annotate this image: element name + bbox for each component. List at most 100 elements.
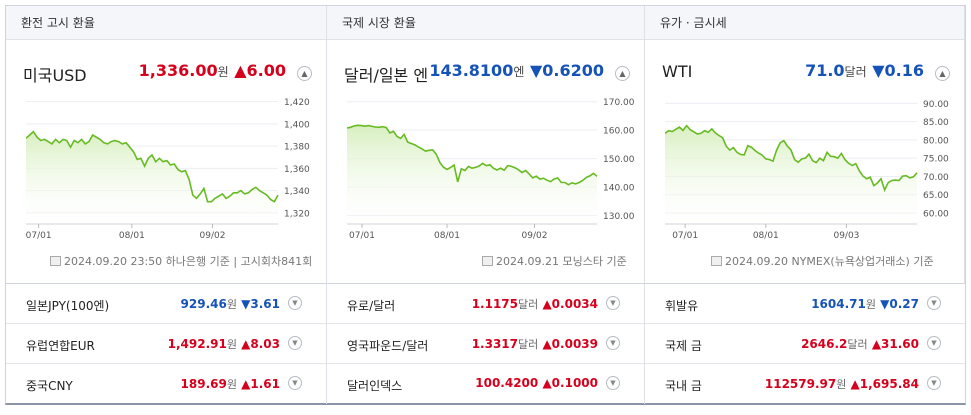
list-item[interactable]: 국내 금 112579.97원 ▲1,695.84 ▼ [645,364,965,404]
change-value: ▲0.0039 [542,337,598,351]
value-number: 1,336.00 [138,61,218,80]
chevron-down-icon[interactable]: ▼ [606,376,620,390]
widget-frame: 환전 고시 환율 미국USD 1,336.00원 ▲6.00 ▲ 1,420 1,… [5,5,966,405]
value-unit: 달러 [844,65,867,79]
change-value: ▼0.27 [880,297,919,311]
item-name: 국내 금 [665,379,702,393]
value-number: 1604.71 [811,297,866,311]
change-value: ▼3.61 [241,297,280,311]
chevron-up-icon[interactable]: ▲ [297,66,312,81]
x-tick-label: 08/01 [434,231,460,241]
chevron-down-icon[interactable]: ▼ [927,296,941,310]
y-tick-label: 90.00 [923,100,949,110]
y-tick-label: 1,340 [284,187,310,197]
y-tick-label: 75.00 [923,155,949,165]
y-tick-label: 160.00 [603,127,635,137]
chevron-down-icon[interactable]: ▼ [288,336,302,350]
y-tick-label: 60.00 [923,210,949,220]
title-row: 미국USD 1,336.00원 ▲6.00 ▲ [6,60,326,85]
y-tick-label: 1,420 [284,98,310,108]
value-unit: 원 [226,338,237,351]
item-name: 일본JPY(100엔) [26,299,110,313]
change-value: ▲6.00 [234,61,286,80]
item-name: 유로/달러 [347,299,396,313]
list-item[interactable]: 중국CNY 189.69원 ▲1.61 ▼ [6,364,326,404]
item-name: 국제 금 [665,339,702,353]
y-tick-label: 1,360 [284,165,310,175]
document-icon [482,256,493,266]
source-text: 2024.09.21 모닝스타 기준 [496,255,627,268]
exchange-list: 일본JPY(100엔) 929.46원 ▼3.61 ▼ 유럽연합EUR 1,49… [6,283,327,404]
value-unit: 엔 [513,65,525,79]
item-value: 2646.2달러 ▲31.60 [801,336,919,352]
value-number: 71.0 [805,61,845,80]
change-value: ▲1,695.84 [850,377,919,391]
line-chart: 170.00 160.00 150.00 140.00 130.00 07/01 08/01… [347,98,635,241]
change-value: ▼0.16 [872,61,924,80]
value-number: 1.3317 [471,337,519,351]
x-tick-label: 08/01 [119,231,145,241]
change-value: ▼0.6200 [529,61,604,80]
panel-header[interactable]: 환전 고시 환율 [6,6,326,40]
current-value: 143.8100엔 ▼0.6200 [429,61,604,80]
y-tick-label: 80.00 [923,136,949,146]
currency-name: 달러/일본 엔 [344,66,429,85]
chevron-down-icon[interactable]: ▼ [288,296,302,310]
list-item[interactable]: 유럽연합EUR 1,492.91원 ▲8.03 ▼ [6,324,326,364]
list-item[interactable]: 달러인덱스 100.4200 ▲0.1000 ▼ [327,364,644,404]
value-unit: 달러 [847,338,868,351]
value-number: 112579.97 [764,377,837,391]
item-name: 휘발유 [665,299,699,313]
change-value: ▲8.03 [241,337,280,351]
intl-exchange-list: 유로/달러 1.1175달러 ▲0.0034 ▼ 영국파운드/달러 1.3317… [327,283,645,404]
y-tick-label: 1,320 [284,209,310,219]
x-tick-label: 07/01 [26,231,52,241]
item-value: 1,492.91원 ▲8.03 [168,336,280,352]
chevron-down-icon[interactable]: ▼ [288,376,302,390]
list-item[interactable]: 유로/달러 1.1175달러 ▲0.0034 ▼ [327,284,644,324]
y-tick-label: 65.00 [923,191,949,201]
item-name: 영국파운드/달러 [347,339,429,353]
list-item[interactable]: 휘발유 1604.71원 ▼0.27 ▼ [645,284,965,324]
chevron-down-icon[interactable]: ▼ [927,336,941,350]
area-fill [665,125,917,224]
source-text: 2024.09.20 NYMEX(뉴욕상업거래소) 기준 [725,255,934,268]
item-value: 1.1175달러 ▲0.0034 [472,296,598,312]
panel-header[interactable]: 유가 · 금시세 [645,6,964,40]
source-info: 2024.09.20 NYMEX(뉴욕상업거래소) 기준 [711,253,934,269]
source-text: 2024.09.20 23:50 하나은행 기준 | 고시회차841회 [64,255,313,268]
list-item[interactable]: 영국파운드/달러 1.3317달러 ▲0.0039 ▼ [327,324,644,364]
item-name: 달러인덱스 [347,379,403,393]
change-value: ▲31.60 [871,337,919,351]
y-tick-label: 1,380 [284,143,310,153]
y-tick-label: 150.00 [603,155,635,165]
series-line [26,130,279,203]
panel-exchange: 환전 고시 환율 미국USD 1,336.00원 ▲6.00 ▲ 1,420 1,… [6,6,327,283]
x-tick-label: 09/03 [833,231,859,241]
source-info: 2024.09.21 모닝스타 기준 [482,253,627,269]
x-tick-label: 07/01 [672,231,698,241]
value-unit: 원 [836,378,847,391]
list-item[interactable]: 일본JPY(100엔) 929.46원 ▼3.61 ▼ [6,284,326,324]
item-value: 1604.71원 ▼0.27 [811,296,919,312]
current-value: 71.0달러 ▼0.16 [805,61,924,80]
value-unit: 달러 [518,298,539,311]
chevron-up-icon[interactable]: ▲ [615,66,630,81]
item-value: 100.4200 ▲0.1000 [475,376,598,390]
panel-intl-exchange: 국제 시장 환율 달러/일본 엔 143.8100엔 ▼0.6200 ▲ 170… [327,6,645,283]
chevron-down-icon[interactable]: ▼ [606,336,620,350]
title-row: WTI 71.0달러 ▼0.16 ▲ [645,60,964,84]
item-value: 189.69원 ▲1.61 [181,376,280,392]
chevron-down-icon[interactable]: ▼ [606,296,620,310]
change-value: ▲0.1000 [542,376,598,390]
chevron-down-icon[interactable]: ▼ [927,376,941,390]
x-tick-label: 09/02 [200,231,226,241]
panel-header[interactable]: 국제 시장 환율 [327,6,644,40]
y-tick-label: 130.00 [603,212,635,222]
value-number: 189.69 [180,377,227,391]
item-name: 유럽연합EUR [26,339,95,353]
list-item[interactable]: 국제 금 2646.2달러 ▲31.60 ▼ [645,324,965,364]
chevron-up-icon[interactable]: ▲ [935,66,950,81]
currency-name: 미국USD [23,66,87,85]
